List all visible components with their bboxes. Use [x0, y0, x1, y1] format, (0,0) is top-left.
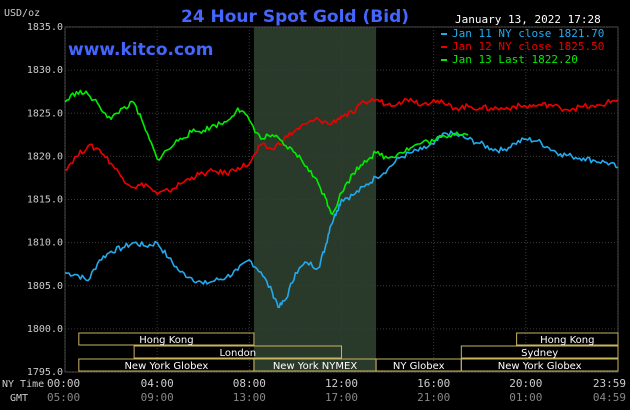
series-line-jan11 — [64, 130, 619, 309]
legend-jan13: Jan 13 Last 1822.20 — [452, 53, 578, 66]
y-tick-label: 1810.0 — [27, 238, 63, 249]
series-line-jan12 — [64, 97, 619, 196]
y-tick-label: 1835.0 — [27, 22, 63, 33]
session-bar — [460, 345, 619, 359]
session-bar — [516, 332, 619, 346]
x-tick-label-ny: 04:00 — [141, 377, 174, 390]
session-label: New York Globex — [498, 361, 582, 372]
y-tick-label: 1820.0 — [27, 151, 63, 162]
x-tick-label-gmt: 09:00 — [141, 391, 174, 404]
session-bar — [460, 358, 619, 372]
x-tick-label-ny: 08:00 — [233, 377, 266, 390]
session-label: NY Globex — [393, 361, 445, 372]
legend-jan11: Jan 11 NY close 1821.70 — [452, 27, 604, 40]
x-tick-label-ny: 20:00 — [509, 377, 542, 390]
website-label: www.kitco.com — [68, 40, 213, 60]
x-tick-label-gmt: 21:00 — [417, 391, 450, 404]
x-tick-label-gmt: 01:00 — [509, 391, 542, 404]
y-tick-label: 1800.0 — [27, 324, 63, 335]
session-bar — [133, 345, 342, 359]
x-tick-label-gmt: 17:00 — [325, 391, 358, 404]
session-bar — [78, 332, 255, 346]
y-axis-label: USD/oz — [4, 8, 40, 19]
gmt-label: GMT — [10, 393, 28, 404]
x-tick-label-ny: 16:00 — [417, 377, 450, 390]
legend-marker-jan11 — [441, 33, 447, 35]
session-label: Hong Kong — [139, 335, 193, 346]
legend: Jan 11 NY close 1821.70 Jan 12 NY close … — [441, 27, 604, 66]
legend-marker-jan12 — [441, 46, 447, 48]
nymex-shaded-region — [253, 27, 377, 372]
session-label: London — [219, 348, 256, 359]
timestamp: January 13, 2022 17:28 — [455, 13, 601, 26]
x-tick-label-gmt: 13:00 — [233, 391, 266, 404]
y-tick-label: 1825.0 — [27, 108, 63, 119]
chart-title: 24 Hour Spot Gold (Bid) — [181, 7, 409, 27]
session-label: Hong Kong — [540, 335, 594, 346]
x-tick-label-ny: 23:59 — [593, 377, 626, 390]
x-tick-label-gmt: 04:59 — [593, 391, 626, 404]
series-line-jan13 — [64, 89, 469, 215]
x-tick-label-ny: 12:00 — [325, 377, 358, 390]
x-tick-label-gmt: 05:00 — [47, 391, 80, 404]
y-tick-label: 1830.0 — [27, 65, 63, 76]
y-tick-label: 1815.0 — [27, 195, 63, 206]
ny-time-label: NY Time — [2, 379, 44, 390]
legend-marker-jan13 — [441, 59, 447, 61]
session-label: Sydney — [521, 348, 558, 359]
legend-jan12: Jan 12 NY close 1825.50 — [452, 40, 604, 53]
session-label: New York Globex — [124, 361, 208, 372]
session-label: New York NYMEX — [273, 361, 358, 372]
y-tick-label: 1805.0 — [27, 281, 63, 292]
y-tick-label: 1795.0 — [27, 367, 63, 378]
x-tick-label-ny: 00:00 — [47, 377, 80, 390]
